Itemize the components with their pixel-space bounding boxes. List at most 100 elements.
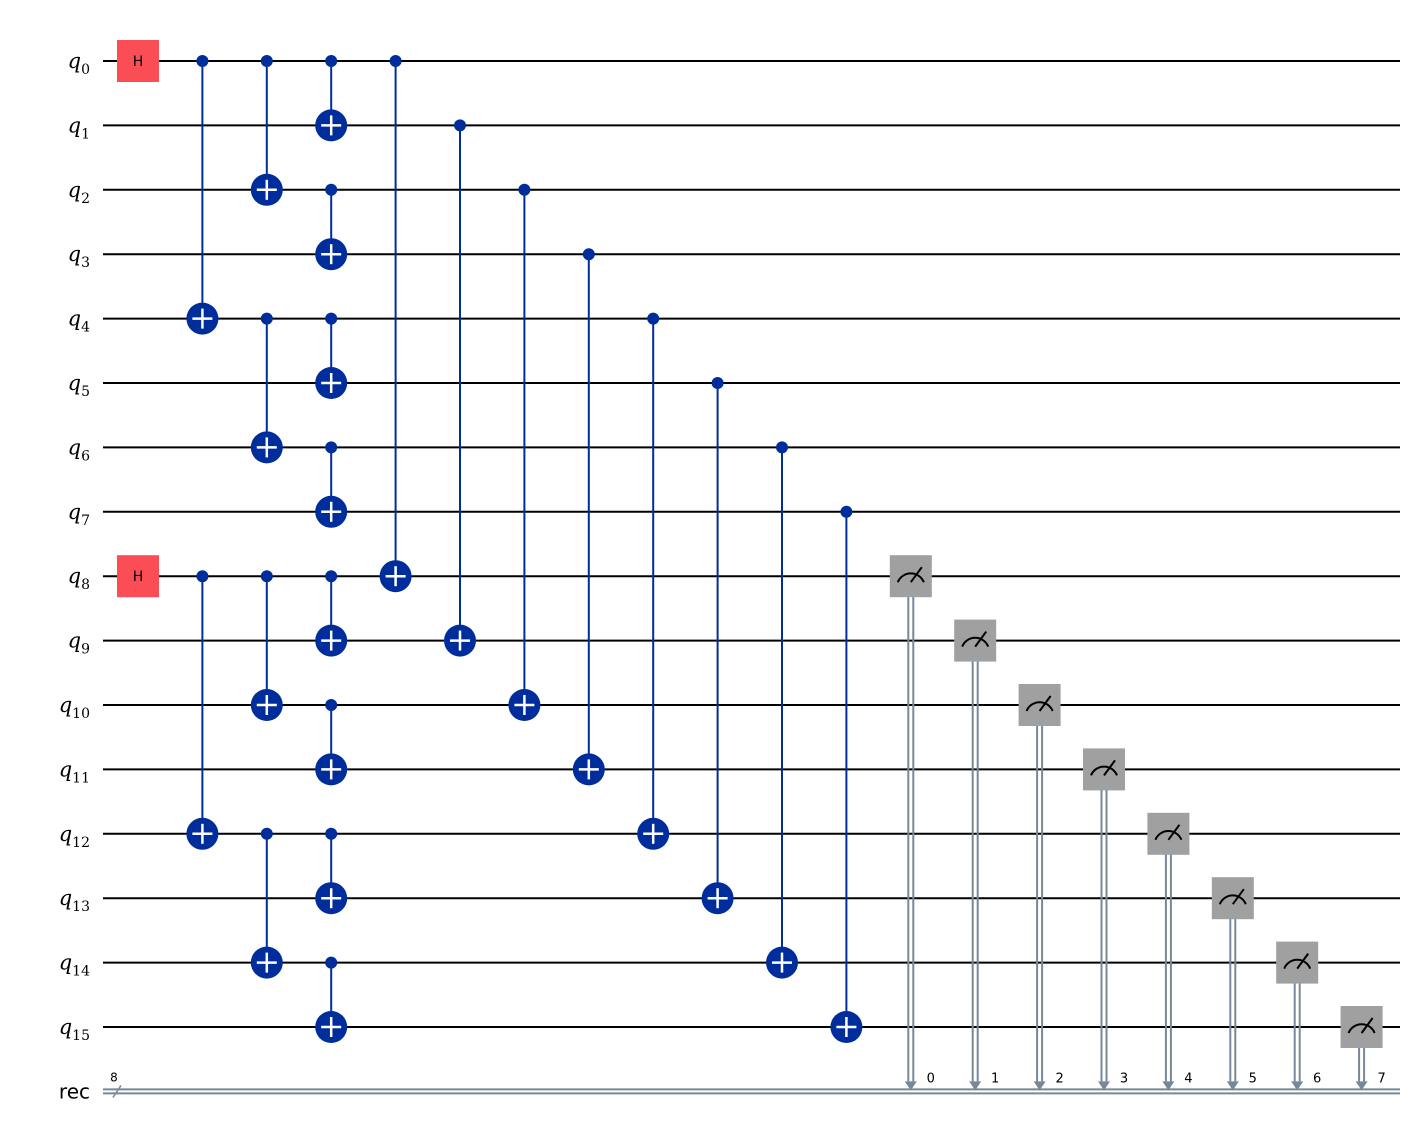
cx-control	[582, 248, 595, 261]
measure-arrow	[1098, 1081, 1110, 1091]
qubit-label: q8	[68, 564, 90, 593]
qubit-index: 6	[81, 448, 90, 464]
qubit-name: q	[68, 564, 81, 588]
qubit-label: q7	[68, 500, 90, 529]
qubit-index: 4	[81, 320, 90, 336]
qubit-name: q	[68, 371, 81, 395]
measure-box	[889, 555, 932, 598]
qubit-label: q4	[68, 307, 90, 336]
register-label: rec	[59, 1079, 90, 1103]
cx-control	[840, 505, 853, 518]
qubit-name: q	[68, 242, 81, 266]
qubit-name: q	[68, 500, 81, 524]
qubit-index: 12	[72, 835, 90, 851]
cx-control	[260, 312, 273, 325]
qubit-index: 11	[72, 770, 90, 786]
meter-needle	[974, 631, 988, 648]
qubit-name: q	[59, 693, 72, 717]
qubit-index: 0	[81, 62, 90, 78]
meter-arc	[1283, 958, 1312, 970]
qubit-label: q10	[59, 693, 90, 722]
clbit-label: 5	[1249, 1071, 1257, 1086]
qubit-label: q13	[59, 886, 90, 915]
qubit-name: q	[68, 435, 81, 459]
clbit-label: 7	[1377, 1071, 1385, 1086]
cx-control	[325, 312, 338, 325]
meter-arc	[1025, 701, 1054, 712]
qubit-name: q	[59, 886, 72, 910]
qubit-name: q	[68, 629, 81, 653]
measure-box	[1018, 684, 1061, 726]
qubit-label: q0	[68, 49, 90, 78]
h-gate	[117, 40, 159, 82]
measure-box	[1083, 748, 1125, 791]
qubit-index: 15	[72, 1028, 90, 1044]
qubit-name: q	[59, 822, 72, 846]
cx-control	[260, 827, 273, 840]
clbit-label: 3	[1120, 1071, 1128, 1086]
cx-control	[325, 699, 338, 711]
qubit-index: 3	[81, 255, 90, 271]
meter-arc	[1218, 894, 1247, 905]
qubit-label: q14	[59, 951, 90, 980]
qubit-label: q9	[68, 629, 90, 658]
qubit-name: q	[68, 113, 81, 137]
qubit-name: q	[59, 757, 72, 781]
meter-needle	[1360, 1017, 1374, 1034]
meter-needle	[1296, 953, 1310, 970]
qubit-label: q3	[68, 242, 90, 271]
qubit-name: q	[59, 951, 72, 975]
measure-box	[1147, 812, 1190, 855]
cx-control	[260, 55, 273, 67]
meter-needle	[1038, 695, 1052, 712]
measure-arrow	[1355, 1081, 1368, 1091]
meter-arc	[1347, 1023, 1376, 1034]
measure-box	[954, 619, 997, 662]
qubit-index: 10	[72, 706, 90, 722]
measure-arrow	[1033, 1081, 1046, 1091]
measure-box	[1211, 877, 1254, 920]
cx-control	[711, 377, 724, 389]
qubit-label: q12	[59, 822, 90, 851]
measure-arrow	[1291, 1081, 1304, 1091]
clbit-label: 1	[991, 1071, 999, 1086]
meter-arc	[1090, 765, 1118, 776]
qubit-index: 14	[72, 964, 90, 980]
meter-needle	[1231, 888, 1245, 905]
qubit-index: 7	[81, 513, 90, 529]
register-slash	[112, 1084, 122, 1098]
qubit-index: 2	[81, 191, 90, 207]
gate-label: H	[133, 54, 144, 70]
cx-control	[454, 119, 466, 132]
measure-arrow	[1162, 1081, 1175, 1091]
cx-control	[325, 570, 338, 583]
qubit-label: q1	[68, 113, 90, 142]
qubit-label: q6	[68, 435, 90, 464]
clbit-label: 2	[1055, 1071, 1063, 1086]
cx-control	[196, 570, 209, 583]
meter-arc	[896, 572, 925, 583]
meter-needle	[1167, 824, 1181, 841]
gate-label: H	[133, 569, 144, 585]
qubit-name: q	[59, 1015, 72, 1039]
clbit-label: 0	[927, 1071, 935, 1086]
qubit-index: 13	[72, 899, 90, 915]
clbit-label: 6	[1313, 1071, 1321, 1086]
cx-control	[389, 55, 402, 67]
qubit-label: q11	[59, 757, 90, 786]
cx-control	[325, 956, 338, 969]
cx-control	[325, 55, 338, 67]
h-gate	[117, 555, 159, 598]
meter-needle	[909, 566, 923, 583]
measure-arrow	[969, 1081, 982, 1091]
meter-arc	[1154, 830, 1183, 841]
cx-control	[260, 570, 273, 583]
cx-control	[325, 183, 338, 196]
qubit-index: 5	[81, 384, 90, 400]
qubit-name: q	[68, 307, 81, 331]
cx-control	[518, 183, 531, 196]
qubit-label: q5	[68, 371, 90, 400]
qubit-name: q	[68, 178, 81, 202]
qubit-label: q15	[59, 1015, 90, 1044]
